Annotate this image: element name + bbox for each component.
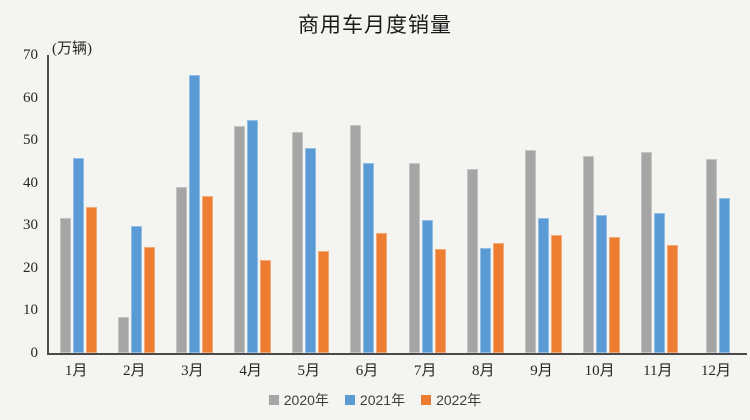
bar-2021年-11月	[654, 212, 666, 353]
bar-2022年-1月	[85, 206, 97, 353]
legend: 2020年 2021年 2022年	[0, 390, 750, 410]
legend-swatch-icon	[344, 395, 355, 405]
legend-swatch-icon	[268, 395, 279, 405]
bar-2021年-1月	[72, 157, 84, 353]
legend-label: 2021年	[359, 392, 406, 408]
bar-group-8月	[456, 55, 514, 353]
bar-2022年-11月	[667, 244, 679, 353]
y-tick-label: 10	[23, 302, 38, 319]
plot-area	[47, 55, 747, 355]
y-axis-unit-label: (万辆)	[52, 41, 92, 57]
bar-group-6月	[340, 55, 398, 353]
x-tick-label: 11月	[643, 363, 673, 379]
x-tick-label: 12月	[700, 363, 731, 379]
bar-2022年-4月	[260, 260, 272, 353]
bar-groups	[49, 55, 747, 353]
legend-item-2022年: 2022年	[421, 390, 481, 410]
y-tick-label: 60	[23, 89, 38, 106]
y-tick-label: 0	[30, 345, 39, 361]
bar-group-11月	[631, 55, 689, 353]
bar-group-4月	[224, 55, 282, 353]
y-tick-label: 30	[23, 217, 38, 234]
y-tick-label: 50	[23, 132, 38, 149]
bar-2021年-10月	[596, 215, 608, 353]
bar-group-7月	[398, 55, 456, 353]
bar-2021年-8月	[479, 247, 491, 353]
bar-2020年-11月	[641, 152, 653, 353]
bar-2020年-1月	[59, 218, 71, 353]
bar-2021年-7月	[421, 220, 433, 353]
bar-2020年-8月	[466, 169, 478, 353]
legend-label: 2020年	[283, 392, 329, 408]
bar-2021年-2月	[130, 226, 142, 353]
bar-2021年-4月	[247, 119, 259, 353]
bar-2022年-6月	[376, 232, 388, 353]
x-tick-label: 6月	[355, 363, 379, 379]
bar-2020年-6月	[350, 124, 362, 353]
y-tick-label: 40	[23, 174, 38, 191]
bar-2020年-12月	[705, 158, 717, 353]
x-axis: 1月 2月 3月 4月 5月 6月 7月 8月 9月 10月 11月 12月	[47, 359, 745, 380]
legend-item-2020年: 2020年	[268, 390, 329, 410]
chart-title: 商用车月度销量	[298, 13, 452, 37]
bar-2022年-10月	[609, 237, 621, 353]
x-tick-label: 3月	[181, 363, 204, 379]
legend-swatch-icon	[421, 395, 432, 405]
x-tick-label: 8月	[472, 363, 495, 379]
bar-2020年-10月	[583, 155, 595, 353]
bar-2020年-9月	[524, 149, 536, 353]
bar-2022年-8月	[492, 243, 504, 353]
bar-2022年-3月	[201, 195, 213, 353]
bar-2022年-5月	[318, 251, 330, 353]
x-tick-label: 7月	[413, 363, 437, 379]
bar-group-1月	[49, 55, 107, 353]
x-tick-label: 10月	[584, 363, 615, 379]
bar-2022年-9月	[550, 235, 562, 353]
y-tick-label: 20	[23, 259, 38, 276]
x-tick-label: 1月	[64, 363, 88, 379]
x-tick-label: 2月	[123, 363, 146, 379]
legend-item-2021年: 2021年	[344, 390, 406, 410]
bar-group-3月	[165, 55, 223, 353]
bar-group-2月	[107, 55, 165, 353]
bar-2021年-12月	[718, 198, 730, 353]
bar-2022年-7月	[434, 248, 446, 353]
x-tick-label: 9月	[530, 363, 553, 379]
bar-2021年-3月	[188, 75, 200, 353]
bar-2022年-2月	[143, 246, 155, 353]
bar-group-9月	[514, 55, 572, 353]
y-tick-label: 70	[23, 47, 38, 63]
legend-label: 2022年	[436, 392, 482, 408]
bar-2020年-2月	[117, 316, 129, 353]
bar-2020年-7月	[408, 162, 420, 353]
bar-2020年-3月	[175, 187, 187, 353]
bar-2021年-5月	[305, 147, 317, 353]
bar-group-10月	[573, 55, 631, 353]
bar-2021年-6月	[363, 163, 375, 353]
bar-2020年-5月	[292, 132, 304, 353]
bar-2020年-4月	[234, 125, 246, 353]
x-tick-label: 5月	[297, 363, 321, 379]
bar-group-12月	[689, 55, 747, 353]
x-tick-label: 4月	[239, 363, 262, 379]
bar-group-5月	[282, 55, 340, 353]
bar-2021年-9月	[537, 218, 549, 353]
